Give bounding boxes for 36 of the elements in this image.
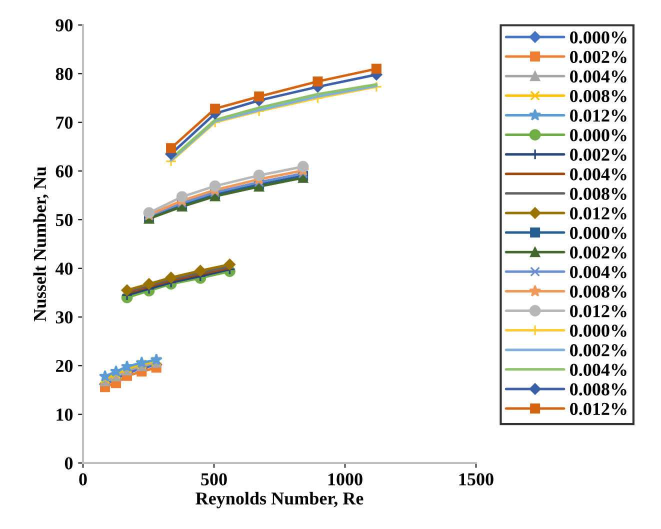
y-tick-label: 90 <box>56 19 73 32</box>
x-tick-label: 1000 <box>328 473 362 486</box>
legend-label: 0.012% <box>570 305 626 318</box>
legend-label: 0.002% <box>570 148 626 161</box>
y-tick-label: 80 <box>56 68 73 80</box>
legend-label: 0.000% <box>570 129 626 142</box>
legend-label: 0.004% <box>570 364 626 376</box>
legend-label: 0.004% <box>570 168 626 180</box>
y-tick-label: 10 <box>56 408 73 421</box>
y-tick-label: 70 <box>56 116 73 129</box>
x-tick-label: 1500 <box>459 473 494 486</box>
x-tick-label: 500 <box>201 473 227 486</box>
y-tick-label: 20 <box>56 360 73 372</box>
y-tick-label: 30 <box>56 311 73 324</box>
legend-label: 0.012% <box>570 207 626 220</box>
legend-label: 0.008% <box>570 90 626 102</box>
legend-label: 0.000% <box>570 324 626 337</box>
legend-label: 0.008% <box>570 286 626 298</box>
x-tick-label: 0 <box>79 473 87 486</box>
x-axis-title: Reynolds Number, Re <box>196 492 364 508</box>
legend-label: 0.000% <box>570 226 626 240</box>
legend-label: 0.008% <box>570 188 626 200</box>
y-axis-title: Nusselt Number, Nu <box>33 166 49 322</box>
y-tick-label: 50 <box>56 214 73 226</box>
y-tick-label: 40 <box>55 262 73 275</box>
y-tick-label: 0 <box>64 457 73 470</box>
y-tick-label: 60 <box>56 165 73 178</box>
legend-label: 0.004% <box>570 70 626 83</box>
legend-label: 0.002% <box>570 246 626 259</box>
legend-label: 0.000% <box>570 31 626 44</box>
legend-label: 0.004% <box>570 266 626 278</box>
legend-label: 0.012% <box>570 402 626 416</box>
legend-label: 0.002% <box>570 344 626 356</box>
legend-label: 0.002% <box>570 50 626 64</box>
legend-label: 0.012% <box>570 110 626 122</box>
legend-label: 0.008% <box>570 383 626 396</box>
